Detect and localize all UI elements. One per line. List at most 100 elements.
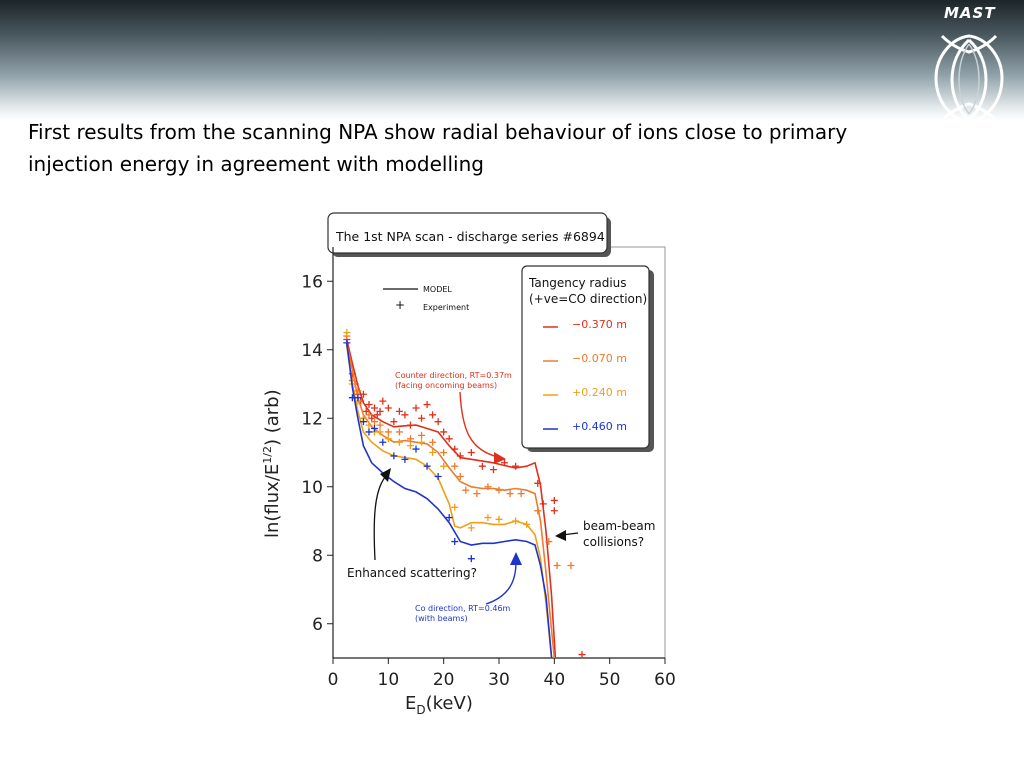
co-annotation-line1: Co direction, RT=0.46m — [415, 604, 511, 613]
experiment-point-series-1 — [359, 390, 367, 398]
experiment-point-series-2 — [371, 418, 378, 426]
experiment-point-series-1 — [406, 421, 414, 429]
x-axis-label-sub: D — [416, 703, 425, 717]
experiment-point-series-3 — [512, 517, 520, 525]
experiment-point-series-1 — [489, 466, 497, 474]
experiment-point-series-2 — [456, 472, 464, 480]
experiment-point-series-1 — [412, 404, 420, 412]
legend-label: −0.370 m — [572, 318, 627, 331]
x-axis-label-unit: (keV) — [426, 693, 473, 714]
experiment-point-series-3 — [418, 438, 426, 446]
experiment-point-series-2 — [567, 562, 575, 570]
experiment-point-series-1 — [501, 459, 509, 467]
experiment-point-series-4 — [423, 462, 431, 470]
experiment-point-series-3 — [384, 435, 392, 443]
model-legend-label: MODEL — [423, 285, 452, 294]
legend-label: −0.070 m — [572, 352, 627, 365]
experiment-point-series-2 — [517, 490, 525, 498]
experiment-point-series-2 — [376, 421, 384, 429]
experiment-point-series-2 — [354, 387, 362, 395]
experiment-point-series-1 — [401, 411, 409, 419]
experiment-point-series-1 — [445, 435, 453, 443]
experiment-point-series-4 — [371, 425, 378, 433]
experiment-point-series-1 — [365, 401, 373, 409]
experiment-point-series-1 — [371, 404, 378, 412]
y-tick-label: 8 — [312, 546, 323, 566]
x-tick-label: 0 — [328, 670, 339, 690]
experiment-point-series-2 — [473, 490, 481, 498]
experiment-point-series-3 — [406, 442, 414, 450]
experiment-point-series-1 — [418, 414, 426, 422]
tangency-legend: Tangency radius (+ve=CO direction) −0.37… — [521, 265, 654, 452]
experiment-point-series-4 — [467, 555, 475, 563]
legend-label: +0.460 m — [572, 420, 627, 433]
experiment-point-series-1 — [384, 404, 392, 412]
experiment-point-series-2 — [451, 462, 459, 470]
experiment-point-series-4 — [434, 472, 442, 480]
x-tick-label: 60 — [654, 670, 676, 690]
co-arrowhead — [510, 552, 522, 565]
experiment-point-series-3 — [376, 428, 384, 436]
y-axis-label: ln(flux/E1/2) (arb) — [261, 389, 283, 538]
experiment-point-series-4 — [401, 455, 409, 463]
annotations: Counter direction, RT=0.37m (facing onco… — [347, 371, 655, 623]
experiment-point-series-3 — [429, 449, 437, 456]
y-tick-label: 14 — [301, 341, 323, 361]
experiment-point-series-1 — [578, 651, 586, 659]
y-axis-label-post: ) (arb) — [262, 389, 283, 446]
chart-title: The 1st NPA scan - discharge series #689… — [335, 229, 605, 244]
experiment-point-series-1 — [423, 401, 431, 409]
experiment-point-series-4 — [412, 445, 420, 453]
experiment-point-series-1 — [440, 428, 448, 436]
marker-legend: MODEL + Experiment — [383, 285, 469, 312]
experiment-point-series-1 — [478, 462, 486, 470]
experiment-point-series-3 — [495, 515, 503, 523]
experiment-point-series-1 — [379, 397, 387, 405]
legend-title: Tangency radius — [528, 276, 627, 290]
experiment-point-series-4 — [390, 452, 398, 460]
y-axis-label-pre: ln(flux/E — [262, 464, 283, 538]
model-line-series-4 — [346, 342, 553, 659]
logo-text: MAST — [944, 4, 996, 22]
experiment-point-series-2 — [462, 486, 470, 494]
co-annotation-line2: (with beams) — [415, 614, 468, 623]
scattering-arrowhead — [380, 468, 391, 482]
header-gradient-band — [0, 0, 1024, 120]
experiment-point-series-2 — [506, 490, 514, 498]
experiment-point-series-4 — [379, 438, 387, 446]
model-line-series-3 — [346, 346, 553, 659]
scattering-annotation: Enhanced scattering? — [347, 566, 477, 580]
experiment-legend-marker: + — [395, 298, 405, 312]
experiment-point-series-1 — [539, 500, 547, 508]
experiment-point-series-2 — [545, 538, 553, 546]
experiment-point-series-2 — [440, 449, 448, 456]
experiment-point-series-2 — [365, 411, 373, 419]
experiment-point-series-4 — [445, 514, 453, 522]
y-axis-label-sup: 1/2 — [261, 446, 274, 464]
x-tick-label: 30 — [488, 670, 510, 690]
y-tick-label: 12 — [301, 409, 323, 429]
slide-caption: First results from the scanning NPA show… — [28, 120, 848, 176]
axes: 0 10 20 30 40 50 60 6 8 10 12 14 16 — [301, 247, 676, 690]
experiment-point-series-1 — [467, 449, 475, 456]
scattering-arrow — [373, 475, 387, 561]
experiment-point-series-2 — [406, 435, 414, 443]
title-box: The 1st NPA scan - discharge series #689… — [327, 212, 611, 257]
counter-arrowhead — [494, 452, 506, 464]
co-arrow — [485, 561, 517, 605]
beam-arrowhead — [555, 530, 566, 541]
experiment-point-series-1 — [390, 418, 398, 426]
experiment-point-series-2 — [553, 562, 561, 570]
experiment-point-series-1 — [429, 411, 437, 419]
experiment-point-series-2 — [384, 428, 392, 436]
experiment-point-series-4 — [451, 538, 459, 546]
x-axis-label: ED(keV) — [405, 693, 473, 717]
experiment-point-series-2 — [534, 507, 542, 515]
series-layer — [343, 329, 586, 659]
experiment-point-series-1 — [456, 452, 464, 460]
experiment-point-series-1 — [451, 445, 459, 453]
experiment-legend-label: Experiment — [423, 303, 469, 312]
experiment-point-series-1 — [512, 462, 520, 470]
x-axis-label-main: E — [405, 693, 416, 714]
